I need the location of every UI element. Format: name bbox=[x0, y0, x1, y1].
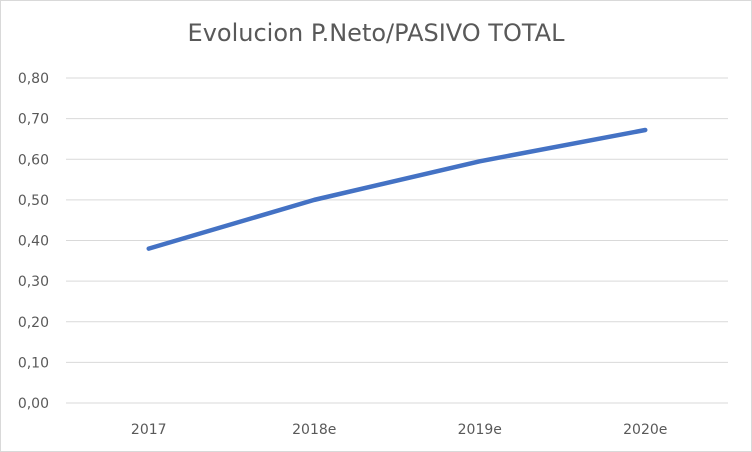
x-tick-label: 2019e bbox=[458, 422, 502, 438]
y-tick-label: 0,40 bbox=[18, 234, 49, 250]
y-tick-label: 0,70 bbox=[18, 112, 49, 128]
y-tick-label: 0,60 bbox=[18, 152, 49, 168]
y-tick-label: 0,00 bbox=[18, 396, 49, 412]
x-tick-label: 2020e bbox=[623, 422, 667, 438]
y-tick-label: 0,20 bbox=[18, 315, 49, 331]
x-tick-label: 2017 bbox=[131, 422, 167, 438]
y-tick-label: 0,30 bbox=[18, 274, 49, 290]
chart-title: Evolucion P.Neto/PASIVO TOTAL bbox=[187, 19, 565, 47]
x-tick-label: 2018e bbox=[292, 422, 336, 438]
y-tick-label: 0,80 bbox=[18, 71, 49, 87]
y-tick-label: 0,50 bbox=[18, 193, 49, 209]
series-line bbox=[146, 127, 648, 251]
y-tick-label: 0,10 bbox=[18, 355, 49, 371]
